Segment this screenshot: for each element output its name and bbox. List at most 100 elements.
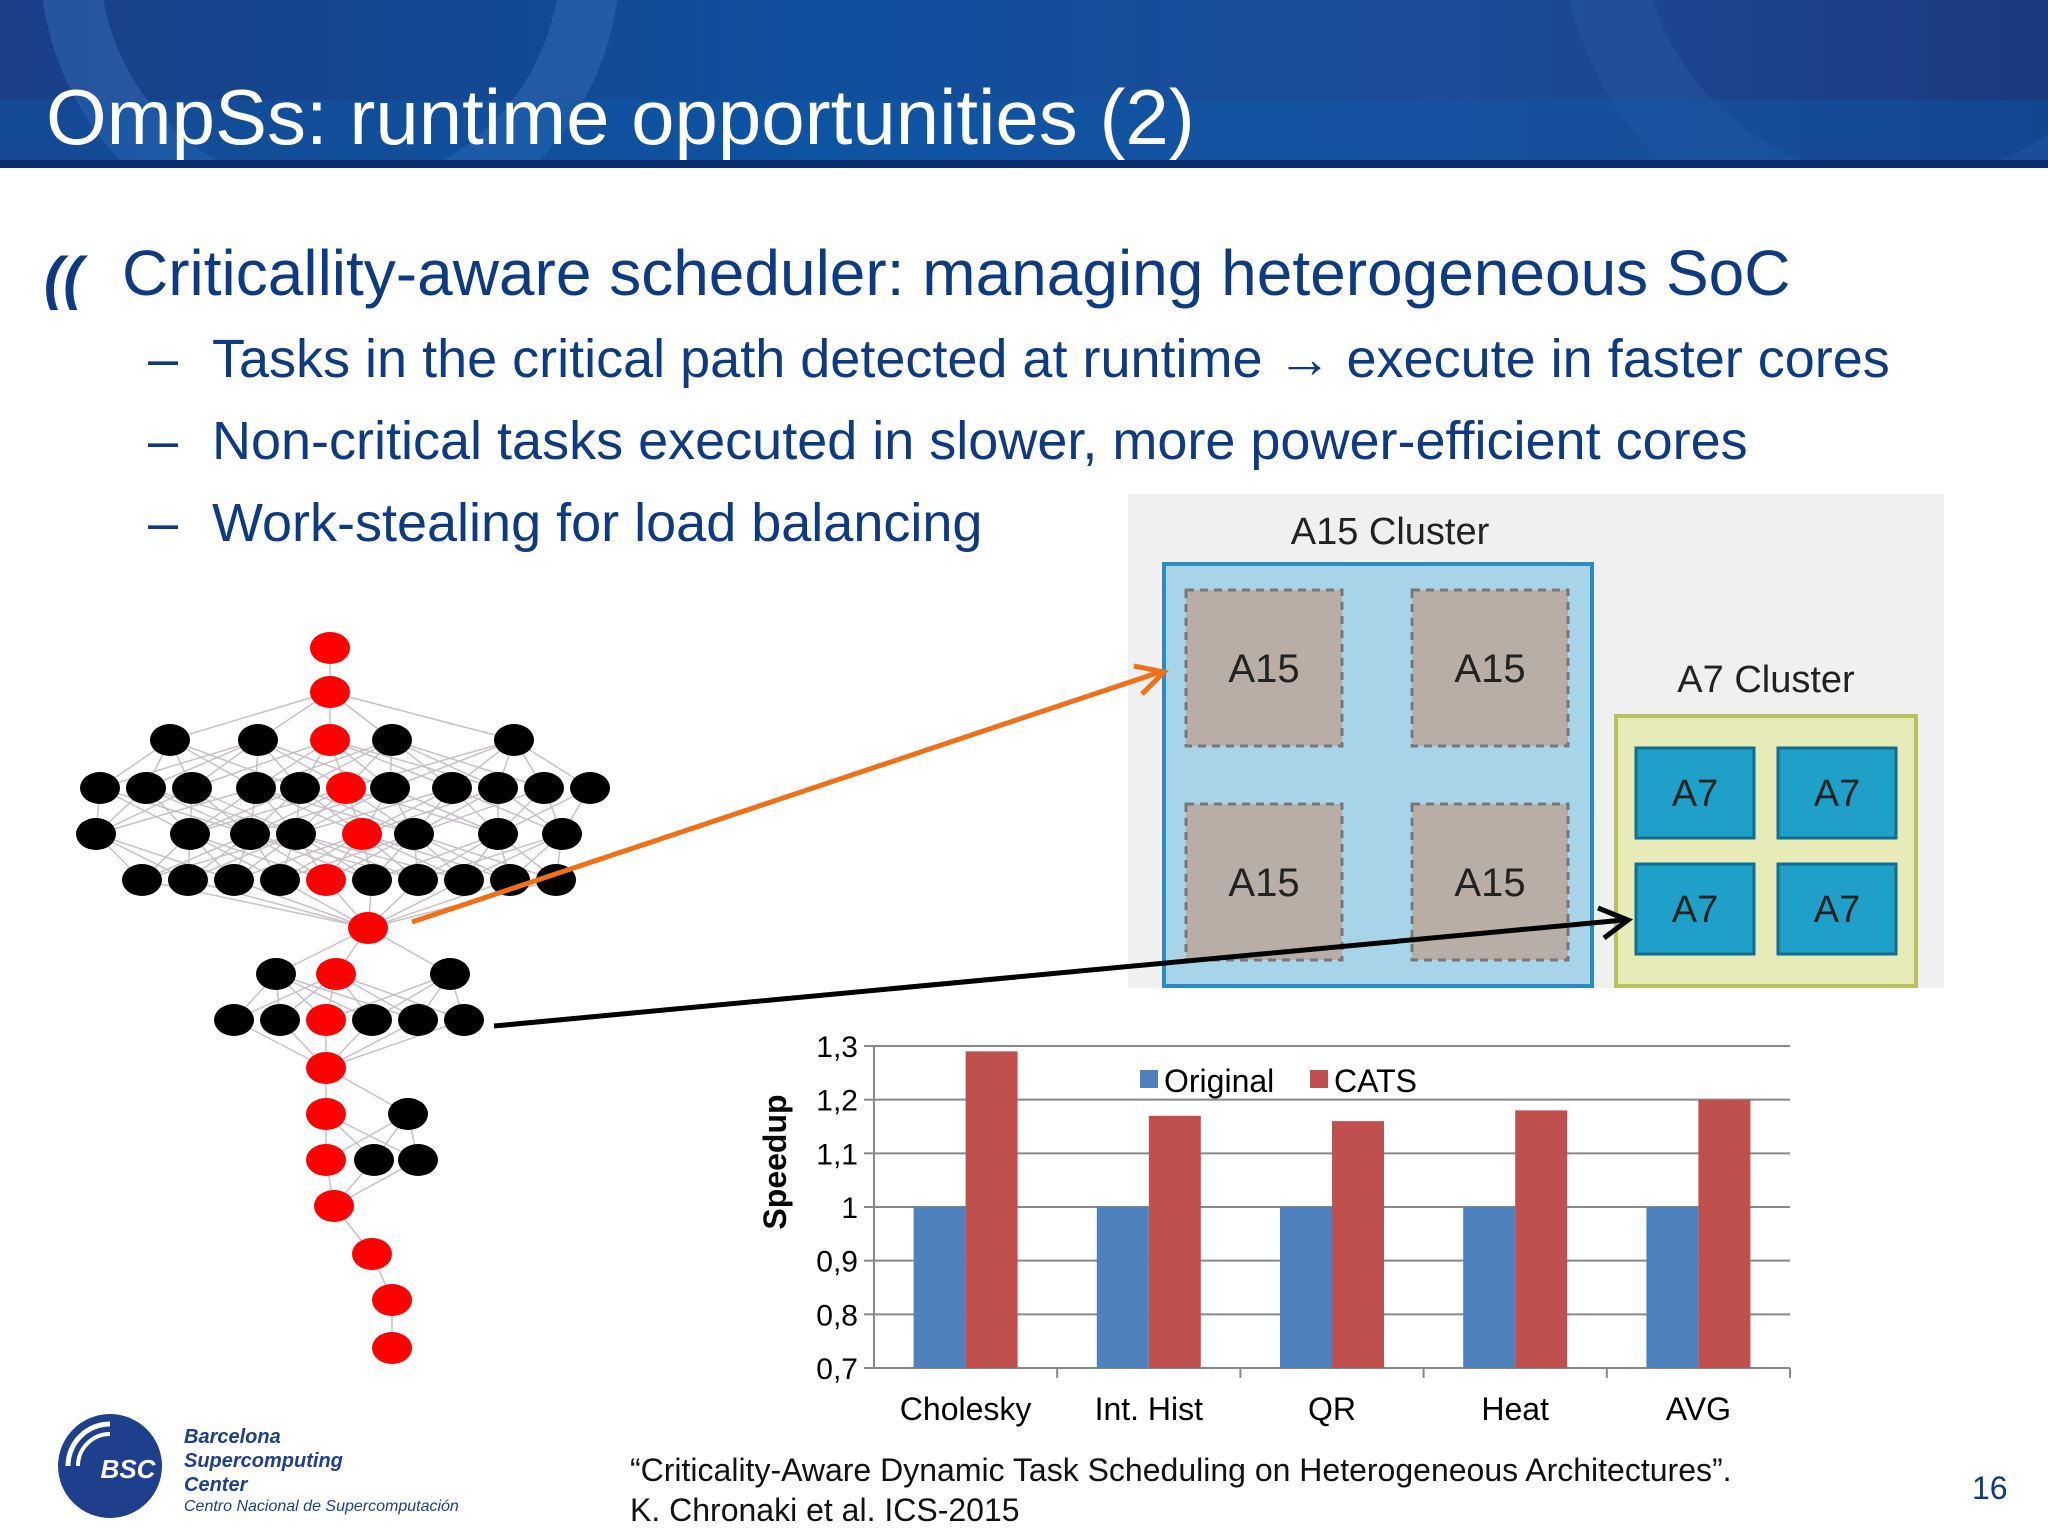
a15-core-2-label: A15 [1454,647,1525,691]
slide-title: OmpSs: runtime opportunities (2) [46,73,1195,161]
task-edge [335,973,465,1021]
a7-core-4 [1776,862,1898,956]
orange-arrow-head [1133,663,1170,696]
bar-original-avg [1646,1207,1699,1368]
task-edge [279,833,415,881]
task-node [444,1004,484,1036]
task-edge [145,739,259,789]
critical-task-node [306,1098,346,1130]
bar-original-cholesky [913,1207,966,1368]
logo-name-1: Barcelona [184,1426,281,1448]
legend-swatch-cats [1310,1070,1328,1088]
task-node [80,772,120,804]
critical-task-node [316,958,356,990]
task-node [388,1098,428,1130]
task-edge [255,739,393,789]
bar-cats-heat [1515,1110,1568,1368]
bsc-logo: BSC Barcelona Supercomputing Center Cent… [48,1410,488,1520]
task-edge [249,787,391,835]
task-node [122,864,162,896]
task-edge [325,1019,465,1069]
task-node [230,818,270,850]
task-edge [255,787,363,835]
chart-y-tick-label: 1,2 [816,1085,858,1118]
task-edge [191,739,331,789]
legend-label-cats: CATS [1334,1063,1417,1099]
slide-header: OmpSs: runtime opportunities (2) [0,0,2048,168]
legend-label-original: Original [1164,1063,1274,1099]
header-decoration [0,0,2048,168]
task-node [170,818,210,850]
critical-task-node [306,1052,346,1084]
page-number: 16 [1972,1470,2008,1506]
task-node [398,1144,438,1176]
citation-line-1: “Criticality-Aware Dynamic Task Scheduli… [630,1452,1732,1488]
a15-core-2 [1410,588,1570,748]
task-node [280,772,320,804]
task-node [398,1004,438,1036]
header-underline [0,160,2048,168]
task-node [398,864,438,896]
critical-task-node [310,676,350,708]
chart-x-tick-label: Cholesky [900,1391,1032,1427]
chart-x-tick-label: Int. Hist [1095,1391,1204,1427]
critical-task-node [306,1144,346,1176]
task-edge [391,739,499,789]
task-node [214,1004,254,1036]
dash-3: – [148,493,179,553]
chart-y-tick-label: 0,7 [816,1353,858,1386]
bar-original-inthist [1096,1207,1149,1368]
task-edge [371,833,499,881]
task-edge [189,787,301,835]
task-node [172,772,212,804]
task-node [352,864,392,896]
a7-core-1-label: A7 [1672,773,1718,815]
task-edge [389,739,515,789]
task-node [370,772,410,804]
task-edge [413,787,545,835]
critical-task-node [314,1190,354,1222]
a7-core-2-label: A7 [1814,773,1860,815]
task-edge [361,787,499,835]
chart-y-ticks: 0,7 0,8 0,9 1 1,1 1,2 1,3 [816,1031,858,1386]
bar-cats-avg [1698,1099,1751,1368]
task-edge [295,833,419,881]
sub-bullet-2: Non-critical tasks executed in slower, m… [212,411,1748,471]
task-edge [413,833,557,881]
dash-2: – [148,411,179,471]
critical-task-node [348,912,388,944]
bar-original-qr [1280,1207,1332,1368]
a7-core-3-label: A7 [1672,889,1718,931]
critical-task-node [352,1238,392,1270]
task-node [150,724,190,756]
task-node [430,958,470,990]
chart-y-tick-label: 0,9 [816,1246,858,1279]
main-bullet: Criticallity-aware scheduler: managing h… [122,237,1791,309]
citation: “Criticality-Aware Dynamic Task Scheduli… [630,1450,1732,1530]
task-node [478,818,518,850]
bsc-logo-mark: BSC [58,1414,162,1518]
task-edge [295,787,453,835]
bar-cats-cholesky [965,1051,1018,1368]
task-node [352,1004,392,1036]
a15-core-4-label: A15 [1454,861,1525,905]
critical-task-node [372,1284,412,1316]
task-edge [275,973,419,1021]
task-edge [329,691,515,741]
task-node [126,772,166,804]
chart-bars [913,1051,1751,1368]
critical-task-node [342,818,382,850]
task-edge [391,739,545,789]
critical-task-node [372,1332,412,1364]
chart-y-tick-label: 1 [841,1192,858,1225]
task-node [570,772,610,804]
task-node [354,1144,394,1176]
dash-1: – [148,329,179,389]
task-edge [451,787,563,835]
a7-core-4-label: A7 [1814,889,1860,931]
logo-name-2: Supercomputing [184,1450,343,1472]
critical-task-node [326,772,366,804]
task-node [276,818,316,850]
